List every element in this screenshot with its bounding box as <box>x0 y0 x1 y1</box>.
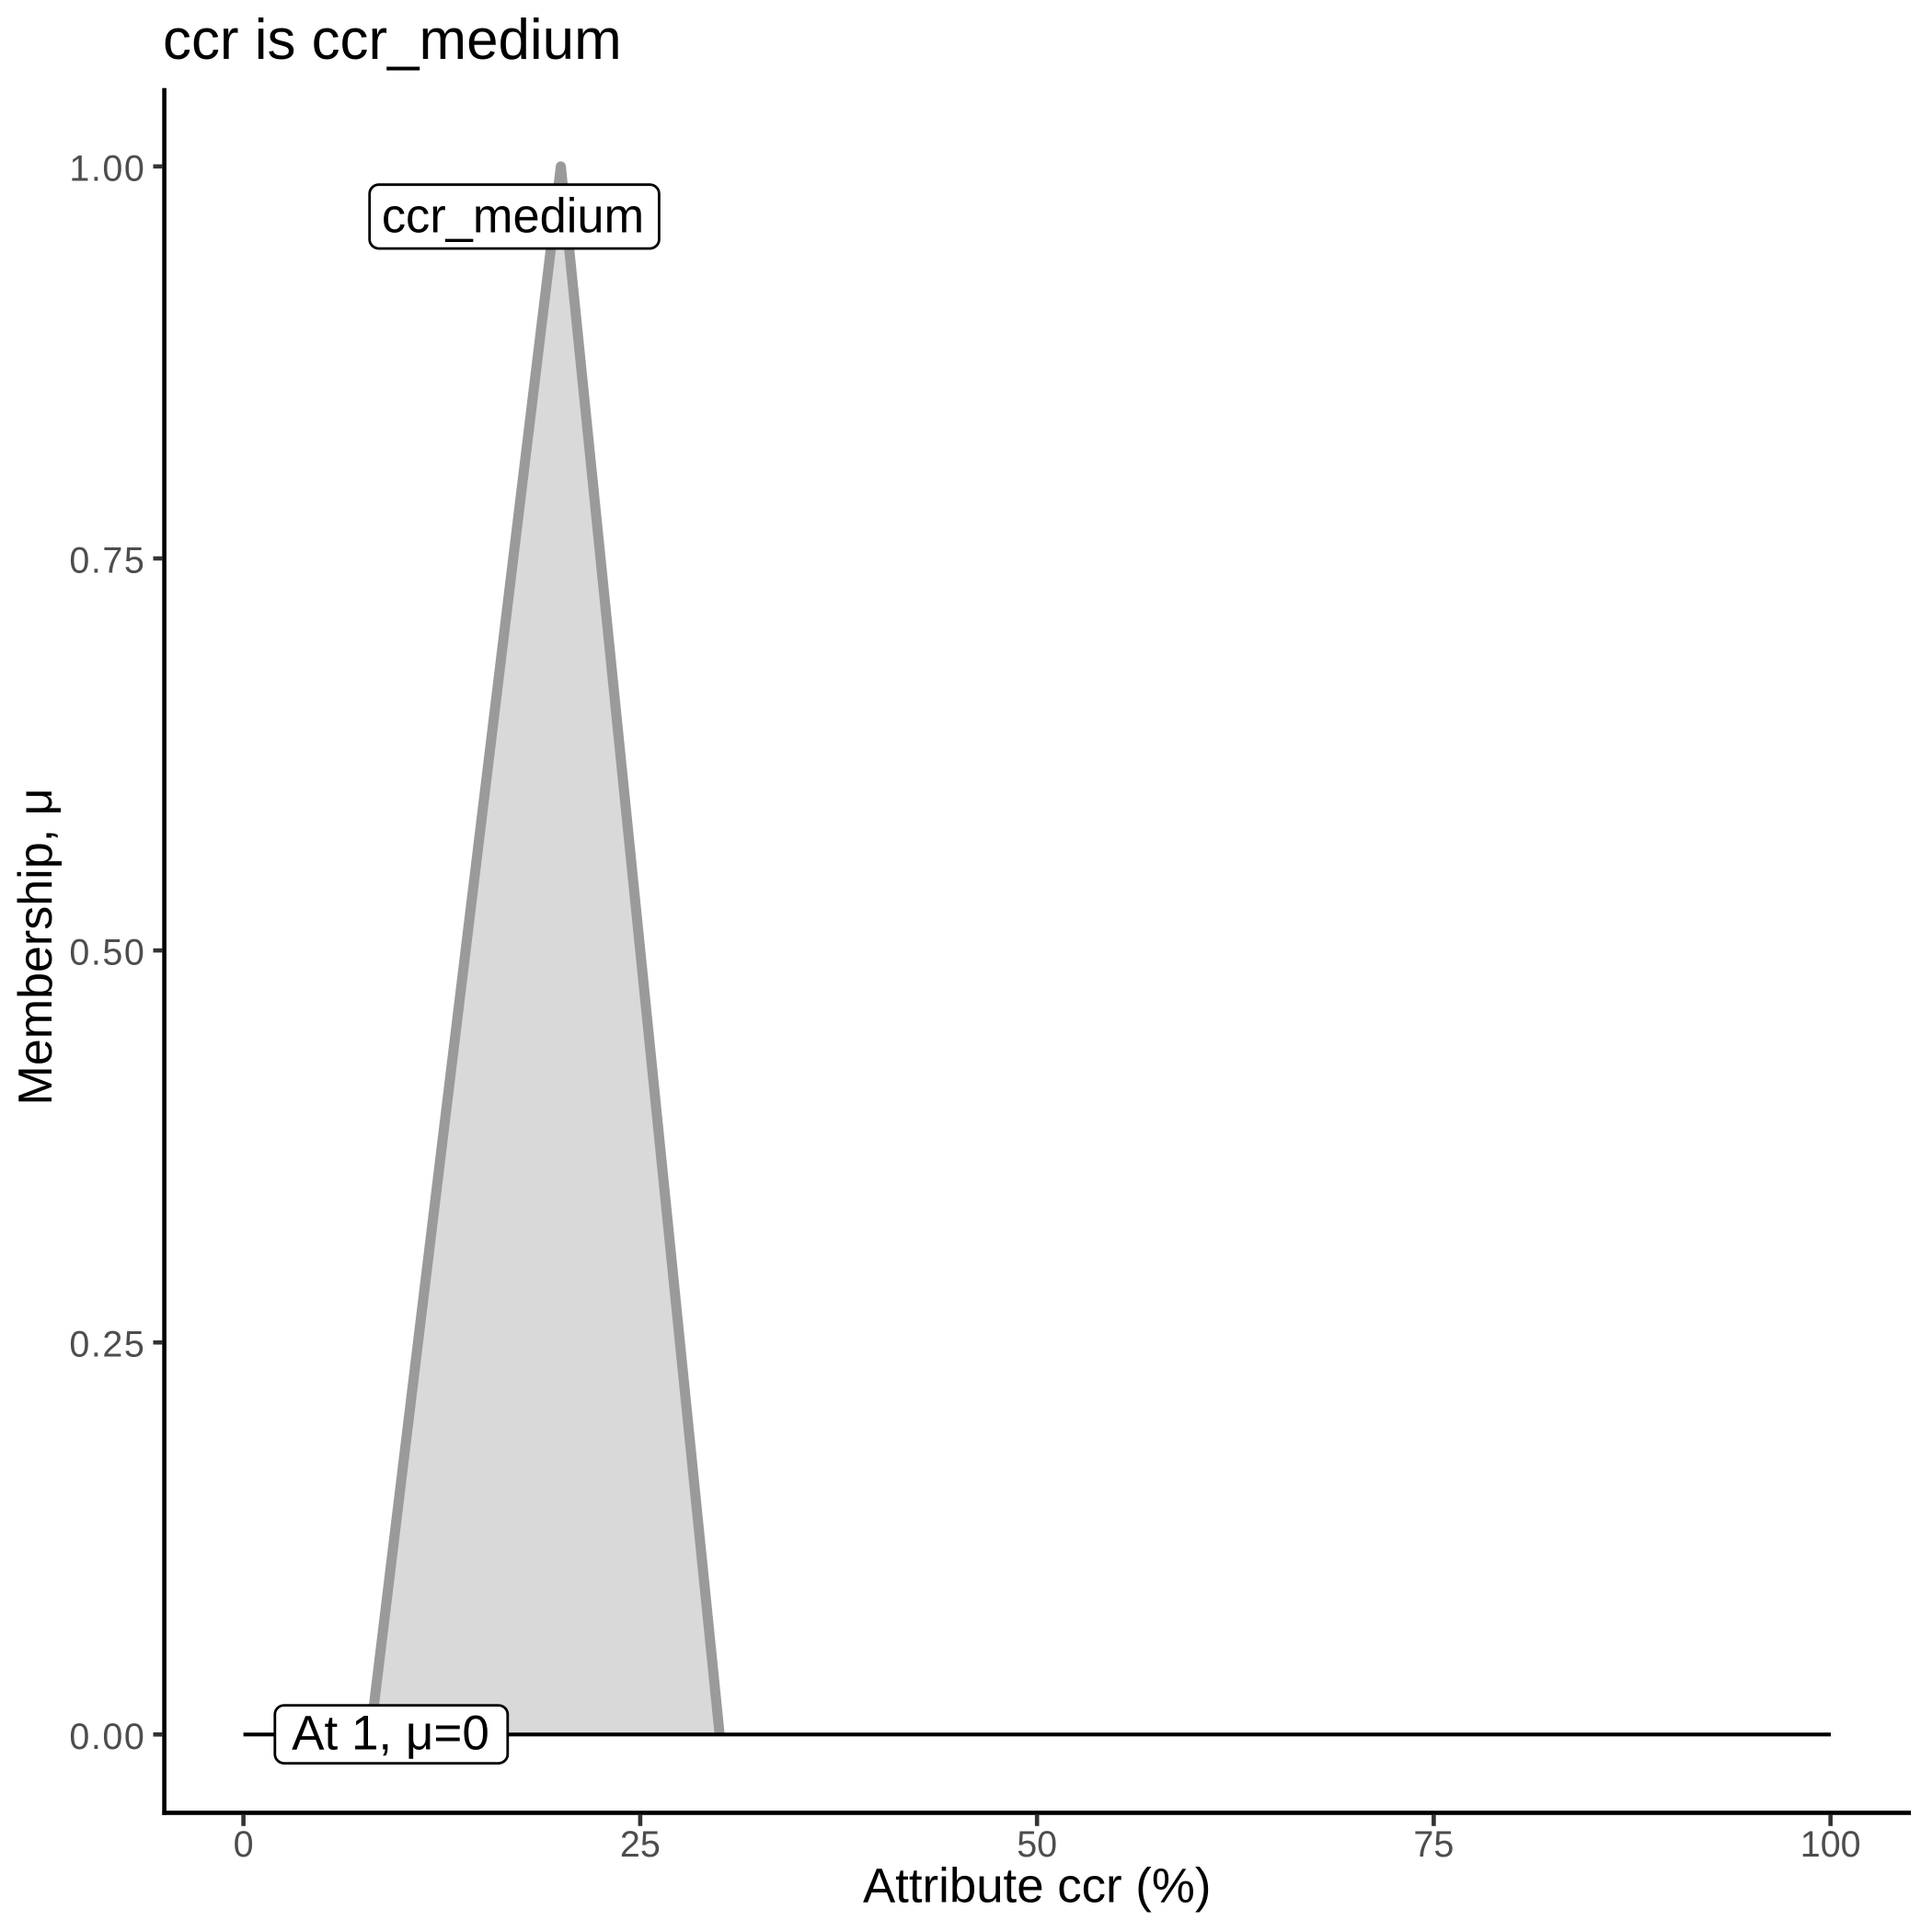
svg-text:1.00: 1.00 <box>69 148 145 189</box>
svg-text:0.50: 0.50 <box>69 933 145 973</box>
svg-text:ccr_medium: ccr_medium <box>382 190 644 244</box>
svg-text:ccr is ccr_medium: ccr is ccr_medium <box>163 8 622 72</box>
svg-text:50: 50 <box>1017 1824 1057 1865</box>
svg-text:Attribute ccr (%): Attribute ccr (%) <box>863 1859 1211 1914</box>
svg-text:0.25: 0.25 <box>69 1325 145 1365</box>
svg-text:Membership, μ: Membership, μ <box>9 788 63 1106</box>
svg-text:0.00: 0.00 <box>69 1717 145 1757</box>
svg-text:0.75: 0.75 <box>69 541 145 581</box>
svg-text:0: 0 <box>234 1824 254 1865</box>
svg-text:25: 25 <box>620 1824 661 1865</box>
svg-text:100: 100 <box>1800 1824 1861 1865</box>
svg-text:75: 75 <box>1413 1824 1454 1865</box>
svg-text:At 1, μ=0: At 1, μ=0 <box>292 1707 489 1761</box>
